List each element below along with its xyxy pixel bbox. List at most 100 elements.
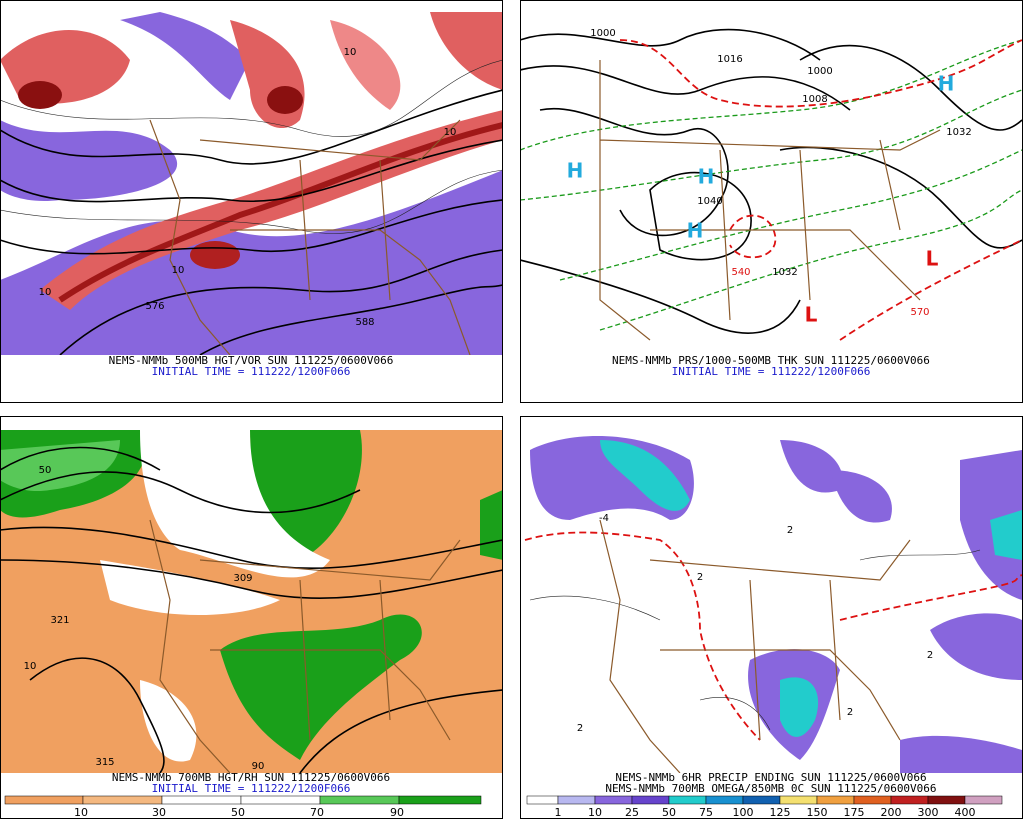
- map-fill: [890, 795, 929, 805]
- map-fill: [319, 795, 400, 805]
- contour-label: 10: [39, 287, 52, 298]
- map-fill: [521, 12, 1022, 355]
- map-shape: [729, 214, 777, 259]
- map-shape: [1, 139, 502, 203]
- colorbar-label: 10: [74, 806, 88, 819]
- colorbar-label: 1: [555, 806, 562, 819]
- contour-labels: 10 10 576 588 10 10 H H H H L L 1000 101…: [24, 28, 972, 772]
- caption: NEMS-NMMb PRS/1000-500MB THK SUN 111225/…: [612, 354, 930, 367]
- map-pressure-thickness: [521, 12, 1022, 355]
- colorbar: [526, 795, 1003, 805]
- map-shape: [599, 60, 941, 341]
- map-fill: [853, 795, 892, 805]
- map-shape: [430, 12, 502, 90]
- map-shape: [1, 89, 502, 165]
- map-shape: [799, 44, 1022, 131]
- map-shape: [930, 613, 1022, 680]
- map-fill: [816, 795, 855, 805]
- map-shape: [521, 65, 851, 111]
- map-fill: [964, 795, 1003, 805]
- contour-label: 1040: [697, 196, 722, 207]
- high-marker: H: [938, 72, 955, 96]
- map-shape: [58, 122, 502, 303]
- map-shape: [521, 39, 1022, 151]
- contour-label: 321: [50, 615, 69, 626]
- contour-label: 1008: [802, 94, 827, 105]
- colorbar-label: 75: [699, 806, 713, 819]
- map-shape: [220, 614, 422, 760]
- map-shape: [600, 440, 690, 511]
- contour-label: -4: [599, 513, 609, 524]
- map-shape: [539, 107, 729, 237]
- map-shape: [1, 559, 502, 600]
- map-fill: [779, 795, 818, 805]
- contour-label: 1032: [772, 267, 797, 278]
- map-fill: [240, 795, 321, 805]
- map-700mb-rh: [1, 430, 502, 773]
- map-precip-omega: [521, 430, 1022, 773]
- contour-label: 2: [787, 525, 793, 536]
- contour-label: 2: [927, 650, 933, 661]
- map-shape: [900, 735, 1022, 773]
- contour-label: 10: [344, 47, 357, 58]
- contour-label: 90: [252, 761, 265, 772]
- contour-label: 2: [697, 572, 703, 583]
- contour-label: 1032: [946, 127, 971, 138]
- map-shape: [839, 239, 1022, 341]
- colorbar-label: 70: [310, 806, 324, 819]
- colorbar: [4, 795, 482, 805]
- contour-label: 540: [731, 267, 750, 278]
- caption: NEMS-NMMb 700MB OMEGA/850MB 0C SUN 11122…: [605, 782, 936, 795]
- colorbar-label: 125: [770, 806, 791, 819]
- map-shape: [559, 149, 1022, 281]
- contour-label: 315: [95, 757, 114, 768]
- panel-frame: [0, 0, 503, 403]
- map-shape: [330, 20, 401, 110]
- colorbar-label: 200: [881, 806, 902, 819]
- contour-label: 10: [24, 661, 37, 672]
- map-shape: [779, 146, 1022, 249]
- colorbar-label: 150: [807, 806, 828, 819]
- map-shape: [299, 689, 502, 773]
- contour-label: 1016: [717, 54, 742, 65]
- map-shape: [29, 657, 165, 773]
- map-500mb: [1, 12, 502, 355]
- contour-label: 10: [172, 265, 185, 276]
- map-fill: [557, 795, 596, 805]
- high-marker: H: [687, 219, 704, 243]
- initial-time: INITIAL TIME = 111222/1200F066: [672, 365, 871, 378]
- map-shape: [990, 510, 1022, 560]
- map-fill: [594, 795, 633, 805]
- map-fill: [705, 795, 744, 805]
- map-shape: [529, 549, 981, 731]
- map-shape: [140, 680, 197, 762]
- map-shape: [59, 249, 502, 355]
- colorbar-label: 50: [231, 806, 245, 819]
- contour-label: 2: [847, 707, 853, 718]
- colorbar-label: 50: [662, 806, 676, 819]
- map-shape: [480, 490, 502, 560]
- map-shape: [1, 446, 161, 471]
- contour-label: 576: [145, 301, 164, 312]
- map-element: [267, 86, 303, 114]
- map-shape: [619, 39, 1022, 108]
- colorbar-label: 300: [918, 806, 939, 819]
- colorbar-label: 10: [588, 806, 602, 819]
- map-fill: [4, 795, 84, 805]
- map-shape: [199, 284, 502, 355]
- map-shape: [1, 59, 502, 137]
- map-shape: [149, 119, 471, 355]
- caption: NEMS-NMMb 6HR PRECIP ENDING SUN 111225/0…: [615, 771, 926, 784]
- colorbar-label: 175: [844, 806, 865, 819]
- map-element: [18, 81, 62, 109]
- map-shape: [839, 574, 1022, 621]
- contour-label: 570: [910, 307, 929, 318]
- initial-time: INITIAL TIME = 111222/1200F066: [152, 365, 351, 378]
- contour-label: 10: [444, 127, 457, 138]
- map-shape: [120, 12, 250, 100]
- caption: NEMS-NMMb 700MB HGT/RH SUN 111225/0600V0…: [112, 771, 390, 784]
- map-fill: [668, 795, 707, 805]
- map-shape: [780, 677, 819, 737]
- map-fill: [398, 795, 482, 805]
